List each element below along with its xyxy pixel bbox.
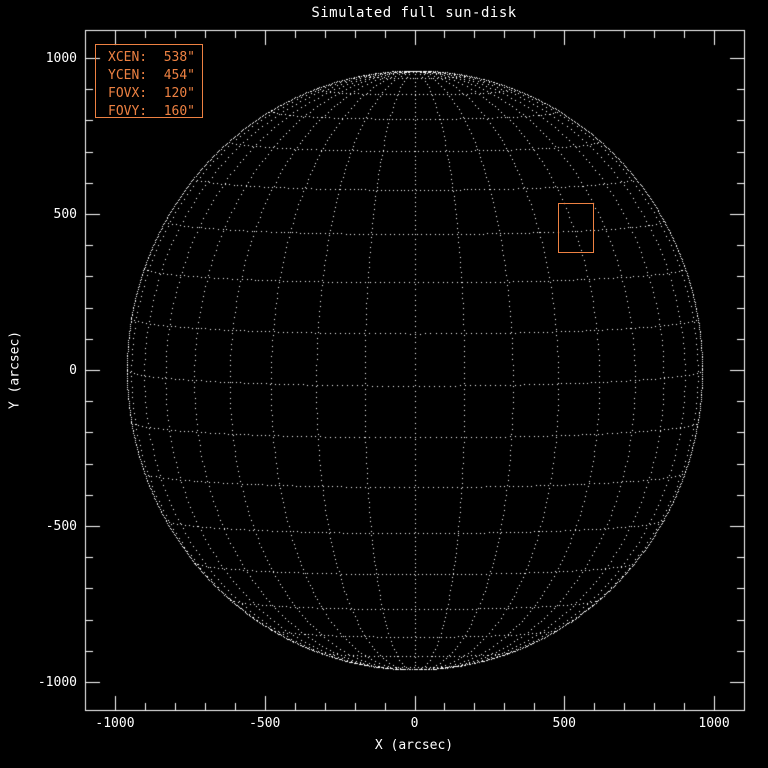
legend-label: FOVX: bbox=[108, 86, 148, 101]
x-tick-label: -500 bbox=[249, 716, 281, 731]
y-tick-label: 1000 bbox=[45, 51, 77, 67]
legend-row-fovx: FOVX: 120" bbox=[108, 85, 195, 103]
legend-label: XCEN: bbox=[108, 50, 148, 65]
legend-row-ycen: YCEN: 454" bbox=[108, 67, 195, 85]
y-tick-label: -1000 bbox=[37, 674, 77, 690]
legend-label: YCEN: bbox=[108, 68, 148, 83]
legend-label: FOVY: bbox=[108, 104, 148, 119]
plot-title: Simulated full sun-disk bbox=[311, 5, 517, 21]
x-tick-label: 1000 bbox=[698, 716, 730, 731]
legend-value: 120" bbox=[163, 86, 195, 101]
x-tick-label: 0 bbox=[410, 716, 419, 731]
x-axis-label: X (arcsec) bbox=[374, 738, 454, 753]
legend-row-xcen: XCEN: 538" bbox=[108, 49, 195, 67]
legend-value: 454" bbox=[163, 68, 195, 83]
fov-legend-box: XCEN: 538" YCEN: 454" FOVX: 120" FOVY: 1… bbox=[95, 44, 203, 121]
y-tick-label: 500 bbox=[53, 207, 77, 223]
legend-value: 160" bbox=[163, 104, 195, 119]
legend-row-fovy: FOVY: 160" bbox=[108, 103, 195, 121]
y-tick-label: -500 bbox=[45, 518, 77, 534]
legend-value: 538" bbox=[163, 50, 195, 65]
y-tick-label: 0 bbox=[69, 363, 77, 378]
fov-rectangle bbox=[557, 203, 594, 254]
x-tick-label: -1000 bbox=[95, 716, 135, 731]
x-tick-label: 500 bbox=[552, 716, 577, 731]
